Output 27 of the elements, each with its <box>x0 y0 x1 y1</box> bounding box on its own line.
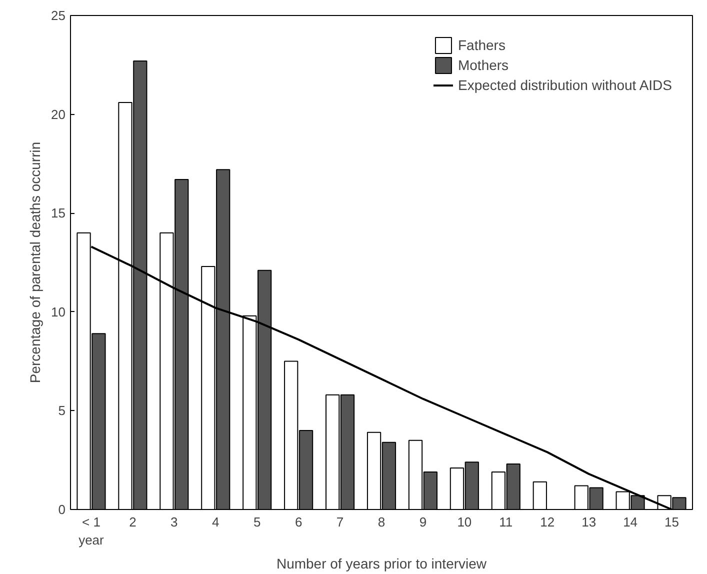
x-tick-label: 4 <box>212 514 220 530</box>
legend-label: Mothers <box>458 57 509 73</box>
bar <box>532 481 547 510</box>
x-tick-label: 15 <box>664 514 680 530</box>
y-tick-label: 0 <box>58 502 66 517</box>
legend-label: Expected distribution without AIDS <box>458 77 672 93</box>
y-tick-label: 15 <box>51 206 66 221</box>
x-tick-label: 2 <box>129 514 136 530</box>
x-tick-label: 8 <box>378 514 386 530</box>
x-tick-label: 10 <box>457 514 472 530</box>
x-tick-label: 6 <box>294 514 302 530</box>
y-tick-label: 10 <box>51 304 66 320</box>
x-tick-label: 5 <box>253 514 261 530</box>
y-axis-title: Percentage of parental deaths occurrin <box>27 142 44 384</box>
x-tick-label: 14 <box>623 514 638 530</box>
x-tick-label: 11 <box>499 514 513 530</box>
legend-label: Fathers <box>458 37 506 53</box>
x-tick-label: 12 <box>540 514 555 530</box>
x-tick-label: < 1 year <box>78 514 105 548</box>
x-tick-label: 3 <box>170 514 178 530</box>
x-tick-label: 7 <box>336 514 344 530</box>
x-tick-label: 13 <box>582 514 596 530</box>
y-tick-label: 5 <box>58 403 66 418</box>
x-axis-title: Number of years prior to interview <box>276 556 488 572</box>
y-tick-label: 20 <box>51 106 66 122</box>
y-tick-label: 25 <box>51 8 66 23</box>
x-tick-label: 9 <box>419 514 427 530</box>
